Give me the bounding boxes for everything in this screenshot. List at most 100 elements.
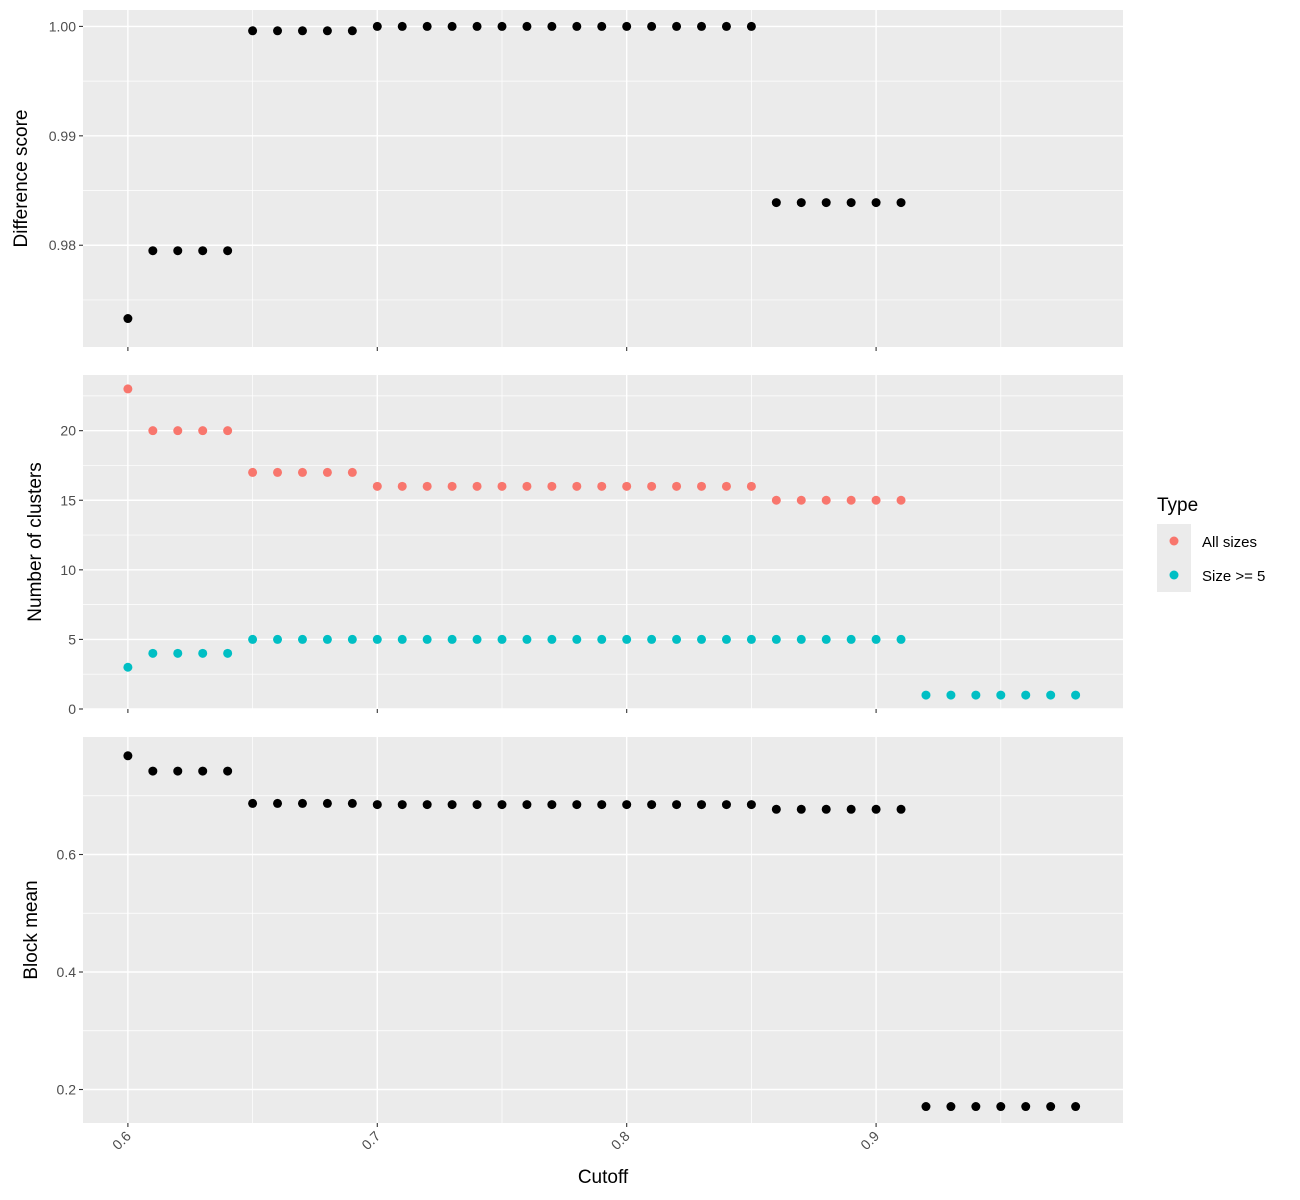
- panel-background-difference-score: [83, 10, 1123, 347]
- data-point: [771, 804, 781, 814]
- panel-background-block-mean: [83, 737, 1123, 1123]
- data-point: [123, 662, 133, 672]
- data-point: [647, 634, 657, 644]
- data-point: [746, 21, 756, 31]
- data-point: [697, 634, 707, 644]
- data-point: [223, 648, 233, 658]
- data-point: [771, 495, 781, 505]
- y-axis-title-number-of-clusters: Number of clusters: [25, 462, 46, 621]
- data-point: [597, 21, 607, 31]
- data-point: [846, 804, 856, 814]
- data-point: [173, 246, 183, 256]
- data-point: [871, 804, 881, 814]
- y-tick-label: 0.6: [57, 847, 77, 863]
- data-point: [372, 481, 382, 491]
- data-point: [148, 648, 158, 658]
- data-point: [248, 467, 258, 477]
- x-tick-label: 0.9: [857, 1128, 882, 1153]
- data-point: [846, 495, 856, 505]
- data-point: [622, 634, 632, 644]
- data-point: [796, 198, 806, 208]
- data-point: [123, 751, 133, 761]
- data-point: [273, 634, 283, 644]
- x-axis: 0.6 0.7 0.8 0.9: [109, 1128, 882, 1153]
- data-point: [672, 481, 682, 491]
- series-number-of-clusters-0: [123, 384, 906, 505]
- data-point: [896, 495, 906, 505]
- y-tick-label: 1.00: [49, 18, 76, 34]
- data-point: [871, 198, 881, 208]
- y-axis-title-block-mean: Block mean: [21, 880, 42, 979]
- data-point: [821, 198, 831, 208]
- y-tick-label: 0.4: [57, 964, 77, 980]
- y-tick-label: 5: [68, 631, 76, 647]
- data-point: [971, 690, 981, 700]
- data-point: [297, 467, 307, 477]
- data-point: [547, 481, 557, 491]
- series-number-of-clusters-1: [123, 634, 1081, 700]
- data-point: [248, 798, 258, 808]
- y-tick-label: 0.98: [49, 237, 76, 253]
- data-point: [921, 1102, 931, 1112]
- legend-key-all-sizes-marker: [1169, 536, 1179, 546]
- data-point: [1071, 690, 1081, 700]
- data-point: [447, 481, 457, 491]
- data-point: [697, 21, 707, 31]
- data-point: [397, 634, 407, 644]
- data-point: [522, 21, 532, 31]
- data-point: [472, 800, 482, 810]
- data-point: [896, 634, 906, 644]
- data-point: [996, 1102, 1006, 1112]
- data-point: [198, 426, 208, 436]
- data-point: [721, 21, 731, 31]
- data-point: [647, 21, 657, 31]
- legend: Type All sizes Size >= 5: [1157, 495, 1265, 592]
- data-point: [223, 766, 233, 776]
- data-point: [173, 766, 183, 776]
- data-point: [223, 426, 233, 436]
- data-point: [322, 634, 332, 644]
- data-point: [173, 648, 183, 658]
- data-point: [148, 246, 158, 256]
- data-point: [248, 634, 258, 644]
- data-point: [1046, 1102, 1056, 1112]
- data-point: [572, 634, 582, 644]
- data-point: [796, 804, 806, 814]
- data-point: [372, 21, 382, 31]
- data-point: [672, 800, 682, 810]
- x-tick-label: 0.7: [358, 1128, 383, 1153]
- data-point: [347, 634, 357, 644]
- data-point: [198, 246, 208, 256]
- data-point: [372, 634, 382, 644]
- data-point: [422, 481, 432, 491]
- data-point: [297, 634, 307, 644]
- data-point: [1071, 1102, 1081, 1112]
- data-point: [198, 648, 208, 658]
- data-point: [472, 634, 482, 644]
- data-point: [721, 481, 731, 491]
- data-point: [522, 481, 532, 491]
- panels-group: 0.98 0.99 1.00 Difference score 0 5 10 15 20 Numb…: [11, 10, 1123, 1127]
- data-point: [347, 798, 357, 808]
- data-point: [647, 481, 657, 491]
- data-point: [123, 314, 133, 324]
- data-point: [547, 800, 557, 810]
- data-point: [921, 690, 931, 700]
- data-point: [871, 495, 881, 505]
- data-point: [148, 766, 158, 776]
- data-point: [597, 800, 607, 810]
- data-point: [971, 1102, 981, 1112]
- data-point: [248, 26, 258, 36]
- legend-key-size5-marker: [1169, 570, 1179, 580]
- data-point: [572, 481, 582, 491]
- data-point: [896, 198, 906, 208]
- data-point: [622, 481, 632, 491]
- data-point: [372, 800, 382, 810]
- data-point: [522, 800, 532, 810]
- data-point: [597, 634, 607, 644]
- data-point: [721, 634, 731, 644]
- data-point: [273, 798, 283, 808]
- x-axis-title: Cutoff: [578, 1167, 629, 1188]
- data-point: [347, 467, 357, 477]
